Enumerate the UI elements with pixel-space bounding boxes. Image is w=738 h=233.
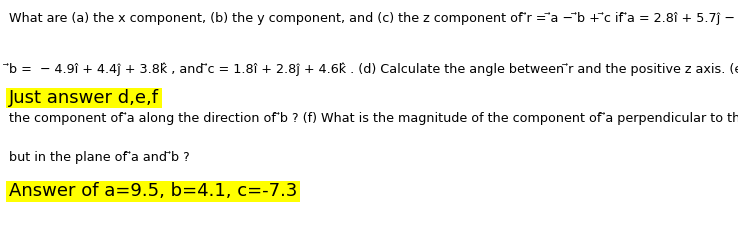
Text: ⃗b =  − 4.9î + 4.4ĵ + 3.8k̂ , and ⃗c = 1.8î + 2.8ĵ + 4.6k̂ . (d) Calculate the a: ⃗b = − 4.9î + 4.4ĵ + 3.8k̂ , and ⃗c = 1.… <box>9 63 738 76</box>
Text: What are (a) the x component, (b) the y component, and (c) the z component of ⃗r: What are (a) the x component, (b) the y … <box>9 12 738 25</box>
Text: the component of ⃗a along the direction of ⃗b ? (f) What is the magnitude of the: the component of ⃗a along the direction … <box>9 112 738 125</box>
Text: but in the plane of ⃗a and ⃗b ?: but in the plane of ⃗a and ⃗b ? <box>9 151 190 164</box>
FancyBboxPatch shape <box>6 88 162 108</box>
Text: Just answer d,e,f: Just answer d,e,f <box>9 89 159 106</box>
FancyBboxPatch shape <box>6 181 300 202</box>
Text: Answer of a=9.5, b=4.1, c=-7.3: Answer of a=9.5, b=4.1, c=-7.3 <box>9 182 297 200</box>
